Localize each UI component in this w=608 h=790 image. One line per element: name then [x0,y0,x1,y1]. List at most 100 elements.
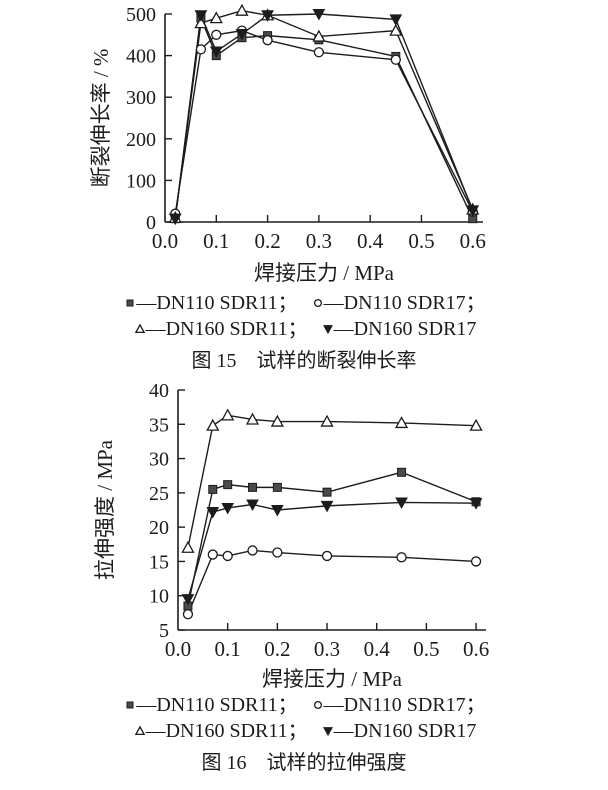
axis-text: 焊接压力 / MPa [254,261,395,285]
legend-label: —DN160 SDR11； [145,720,308,742]
circle-open-marker [272,547,283,558]
tensile-strength-chart: 5 10 15 20 25 30 35 40 0.1 0.2 0.3 0.4 0.5 0.6 0.0 焊接压力… [93,380,489,690]
axis-text: 断裂伸长率 / % [89,49,113,188]
legend-row: —DN110 SDR11； —DN110 SDR17； [0,290,608,316]
elongation-at-break-chart: 0 100 200 300 400 500 0.1 0.2 0.3 0.4 0.5 0.6 0.0 焊接压… [89,3,486,285]
triangle-up-open-marker [221,408,235,421]
axis-text: 焊接压力 / MPa [262,667,403,690]
triangle-down-filled-marker [181,594,195,606]
axis-text: 40 [149,380,169,402]
axis-text: 10 [149,586,169,608]
legend-entry-circle-open: —DN110 SDR17； [310,290,486,316]
triangle-down-filled-marker [320,500,334,513]
legend-entry-square-filled: —DN110 SDR11； [122,692,298,718]
series-line-dn110-sdr11 [187,471,477,607]
triangle-down-filled-marker [322,727,333,737]
legend-label: —DN110 SDR11； [136,292,298,314]
circle-open-marker [470,556,482,567]
circle-open-marker [313,47,325,58]
series-line-dn160-sdr17 [174,12,474,219]
circle-open-marker [182,609,194,620]
axis-text: 0.2 [254,229,280,253]
legend-label: —DN160 SDR11； [145,318,308,340]
triangle-down-filled-marker [271,505,284,517]
legend-figure-16: —DN110 SDR11； —DN110 SDR17； —DN160 SDR11； —… [0,692,608,744]
circle-open-marker [247,545,258,556]
legend-entry-triangle-down-filled: —DN160 SDR17 [320,718,477,744]
square-filled-marker [223,480,233,490]
triangle-up-open-marker [389,23,403,36]
axis-text: 0.0 [165,637,191,661]
triangle-up-open-marker [209,11,223,24]
figure-15-caption: 图 15 试样的断裂伸长率 [191,350,417,372]
legend-entry-triangle-up-open: —DN160 SDR11； [132,718,308,744]
axis-text: 500 [126,4,156,26]
triangle-up-open-marker [312,29,326,42]
triangle-down-filled-marker [168,213,182,226]
figure-16: 5 10 15 20 25 30 35 40 0.1 0.2 0.3 0.4 0.5 0.6 0.0 焊接压力… [0,378,608,776]
triangle-down-filled-marker [312,9,326,21]
legend-entry-triangle-up-open: —DN160 SDR11； [132,316,308,342]
series-line-dn160-sdr17 [187,501,477,600]
circle-open-marker [313,700,322,710]
square-filled-marker [272,482,282,492]
axis-text: 0.5 [408,229,434,253]
square-filled-marker [322,487,332,497]
axis-text: 5 [159,620,169,642]
square-filled-icon [126,299,134,307]
legend-row: —DN160 SDR11； —DN160 SDR17 [0,718,608,744]
triangle-up-open-icon [134,725,145,736]
circle-open-icon [313,298,322,308]
triangle-up-open-marker [134,323,145,334]
axis-text: 20 [149,517,169,539]
triangle-down-filled-marker [261,10,274,22]
circle-open-marker [262,35,273,46]
axis-text: 0.4 [364,637,391,661]
triangle-down-filled-marker [246,499,259,512]
axis-text: 0.1 [203,229,229,253]
square-filled-marker [126,299,134,307]
axis-text: 0.5 [413,637,439,661]
axis-text: 30 [149,449,169,471]
axis-text: 35 [149,414,169,436]
axis-text: 200 [126,129,156,151]
triangle-down-filled-marker [469,498,483,510]
square-filled-icon [126,701,134,709]
circle-open-marker [321,550,333,562]
legend-label: —DN110 SDR17； [323,292,486,314]
legend-row: —DN110 SDR11； —DN110 SDR17； [0,692,608,718]
circle-open-marker [211,29,222,40]
axis-text: 0.2 [264,637,290,661]
series-line-dn160-sdr11 [174,9,474,218]
triangle-down-filled-marker [389,14,403,26]
triangle-up-open-marker [134,725,145,736]
square-filled-marker [397,467,407,477]
square-filled-marker [248,482,258,492]
triangle-up-open-marker [206,418,220,431]
axis-text: 0.1 [215,637,241,661]
figure-16-caption: 图 16 试样的拉伸强度 [201,752,407,774]
axis-text: 0.3 [306,229,332,253]
triangle-up-open-icon [134,323,145,334]
triangle-down-filled-marker [206,507,220,519]
axis-text: 0.6 [460,229,486,253]
legend-label: —DN160 SDR17 [333,720,477,742]
triangle-down-filled-marker [209,46,223,58]
triangle-up-open-marker [181,540,195,553]
axis-text: 100 [126,170,156,192]
legend-entry-triangle-down-filled: —DN160 SDR17 [320,316,477,342]
axis-text: 0.0 [152,229,178,253]
circle-open-marker [222,550,233,562]
triangle-down-filled-marker [395,497,408,509]
legend-label: —DN110 SDR17； [323,694,486,716]
triangle-down-filled-icon [322,727,333,737]
axis-text: 0 [146,212,156,234]
triangle-down-filled-marker [235,28,249,41]
legend-label: —DN160 SDR17 [333,318,477,340]
triangle-up-open-marker [245,412,260,425]
triangle-up-open-marker [320,414,334,427]
triangle-down-filled-marker [194,10,208,22]
axis-text: 15 [149,551,169,573]
circle-open-marker [313,298,322,308]
